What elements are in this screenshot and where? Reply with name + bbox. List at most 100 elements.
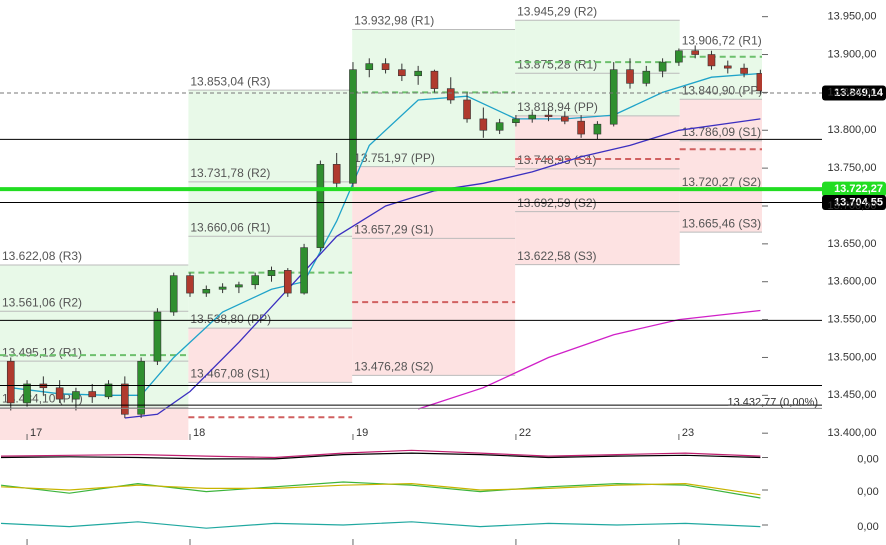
- candle-body: [642, 70, 651, 84]
- pivot-label: 13.853,04 (R3): [190, 74, 270, 88]
- candle-body: [512, 118, 520, 123]
- candle-body: [72, 391, 80, 400]
- support-zone: [0, 407, 189, 440]
- x-tick-label: 19: [356, 427, 368, 439]
- candle-body: [218, 286, 227, 290]
- pivot-label: 13.665,46 (S3): [682, 216, 761, 230]
- pivot-label: 13.875,28 (R1): [517, 57, 597, 71]
- candle-body: [169, 275, 178, 313]
- y-tick-label: 13.900,00: [828, 48, 877, 60]
- support-zone: [679, 99, 762, 233]
- candle-body: [202, 288, 211, 294]
- y-tick-label: 13.550,00: [828, 313, 877, 325]
- candle-body: [365, 63, 374, 70]
- candle-body: [381, 63, 390, 70]
- panel-tick-label: 0,00: [857, 521, 878, 533]
- candle-body: [104, 383, 113, 398]
- y-tick-label: 13.800,00: [828, 124, 877, 136]
- candle-body: [479, 118, 488, 131]
- candle-body: [740, 67, 748, 74]
- candle-body: [316, 164, 325, 248]
- panel-tick-label: 0,00: [857, 453, 878, 465]
- pivot-label: 13.720,27 (S2): [682, 175, 761, 189]
- candle-body: [691, 50, 699, 55]
- candle-body: [283, 270, 292, 294]
- indicator-line: [0, 482, 761, 496]
- x-tick-label: 22: [519, 427, 531, 439]
- candle-body: [463, 99, 471, 120]
- candle-body: [723, 65, 732, 69]
- pivot-label: 13.731,78 (R2): [190, 166, 270, 180]
- pivot-label: 13.622,58 (S3): [517, 249, 596, 263]
- candle-body: [235, 284, 243, 288]
- candle-body: [349, 69, 357, 184]
- price-box-label: 13.704,55: [834, 196, 883, 208]
- x-tick-label: 23: [682, 427, 694, 439]
- pivot-label: 13.657,29 (S1): [354, 223, 433, 237]
- resistance-zone: [352, 29, 516, 167]
- price-box: [822, 85, 886, 101]
- candle-body: [88, 391, 97, 398]
- pivot-label: 13.932,98 (R1): [354, 14, 434, 28]
- candle-body: [495, 122, 504, 131]
- pivot-label: 13.495,12 (R1): [2, 345, 82, 359]
- y-tick-label: 13.450,00: [828, 389, 877, 401]
- candle-body: [577, 120, 585, 135]
- support-zone: [188, 328, 353, 383]
- y-tick-label: 13.950,00: [828, 11, 877, 23]
- annotation-label: 13.432,77 (0,00%): [727, 396, 818, 408]
- indicator-line: [0, 521, 761, 529]
- pivot-label: 13.751,97 (PP): [354, 151, 435, 165]
- y-tick-label: 13.700,00: [828, 200, 877, 212]
- pivot-label: 13.467,08 (S1): [190, 367, 269, 381]
- moving-average: [417, 309, 761, 410]
- pivot-label: 13.538,80 (PP): [190, 312, 271, 326]
- pivot-label: 13.660,06 (R1): [190, 220, 270, 234]
- y-tick-label: 13.500,00: [828, 351, 877, 363]
- pivot-label: 13.945,29 (R2): [517, 4, 597, 18]
- pivot-label: 13.561,06 (R2): [2, 295, 82, 309]
- candle-body: [153, 311, 162, 362]
- pivot-label: 13.748,93 (S1): [517, 153, 596, 167]
- candle-body: [609, 69, 618, 125]
- candle-body: [756, 73, 762, 92]
- y-tick-label: 13.600,00: [828, 276, 877, 288]
- candle-body: [561, 116, 569, 122]
- y-tick-label: 13.850,00: [828, 86, 877, 98]
- price-box: [822, 181, 886, 197]
- plot-area: 13.622,08 (R3) 13.561,06 (R2) 13.495,12 (R…: [0, 4, 762, 440]
- candle-body: [675, 50, 683, 63]
- candle-body: [430, 70, 439, 89]
- candle-body: [544, 114, 553, 117]
- indicator-line: [0, 452, 761, 460]
- pivot-label: 13.476,28 (S2): [354, 360, 433, 374]
- y-tick-label: 13.400,00: [828, 427, 877, 439]
- price-box-label: 13.722,27: [834, 183, 883, 195]
- moving-average: [124, 118, 761, 419]
- price-box-label: 13.849,14: [834, 87, 884, 99]
- pivot-label: 13.622,08 (R3): [2, 249, 82, 263]
- candle-body: [707, 54, 716, 67]
- candle-body: [593, 123, 602, 135]
- candle-body: [300, 247, 308, 294]
- candle-body: [658, 61, 667, 72]
- candle-body: [414, 70, 422, 77]
- candle-body: [398, 69, 406, 77]
- candle-body: [528, 114, 537, 120]
- pivot-label: 13.818,94 (PP): [517, 100, 598, 114]
- candle-body: [55, 387, 64, 400]
- candle-body: [446, 88, 455, 101]
- indicator-line: [0, 449, 761, 459]
- resistance-zone: [188, 90, 353, 329]
- resistance-zone: [515, 20, 680, 116]
- candle-body: [251, 275, 259, 286]
- panel-tick-label: 0,00: [857, 486, 878, 498]
- candle-body: [267, 270, 276, 276]
- price-box: [822, 195, 886, 211]
- pivot-label: 13.786,09 (S1): [682, 125, 761, 139]
- y-tick-label: 13.750,00: [828, 162, 877, 174]
- pivot-label: 13.906,72 (R1): [682, 34, 762, 48]
- y-tick-label: 13.650,00: [828, 238, 877, 250]
